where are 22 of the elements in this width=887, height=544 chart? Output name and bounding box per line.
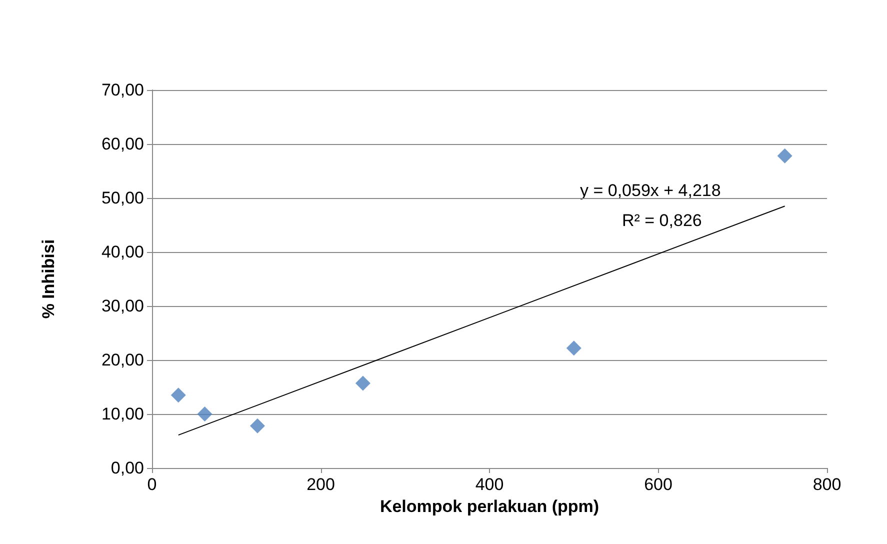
point (197, 406, 212, 422)
y-tick-label: 50,00 (101, 188, 144, 208)
y-tick-label: 70,00 (101, 80, 144, 100)
x-tick-label: 200 (306, 475, 335, 494)
x-tick-label: 600 (644, 475, 672, 494)
x-tick-label: 0 (147, 475, 157, 494)
y-tick-label: 40,00 (101, 242, 144, 262)
point (170, 388, 186, 403)
y-tick-label: 30,00 (101, 296, 144, 316)
y-tick-label: 10,00 (101, 404, 144, 424)
x-axis-title: Kelompok perlakuan (ppm) (380, 496, 600, 516)
point (250, 418, 265, 434)
point (777, 148, 792, 164)
x-tick-label: 400 (475, 475, 504, 494)
y-tick-label: 60,00 (101, 134, 144, 154)
y-axis-title: % Inhibisi (39, 239, 58, 319)
point (566, 340, 582, 356)
y-tick-label: 0,00 (110, 458, 144, 478)
y-tick-label: 20,00 (101, 350, 144, 370)
annotation: R² = 0,826 (622, 211, 702, 230)
point (355, 376, 370, 391)
x-tick-label: 800 (812, 475, 842, 494)
